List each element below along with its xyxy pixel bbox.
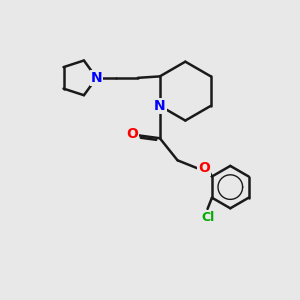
Text: O: O <box>127 127 138 141</box>
Text: N: N <box>91 71 102 85</box>
Text: N: N <box>91 71 102 85</box>
Text: O: O <box>198 161 210 175</box>
Text: N: N <box>154 99 166 113</box>
Text: Cl: Cl <box>201 211 214 224</box>
